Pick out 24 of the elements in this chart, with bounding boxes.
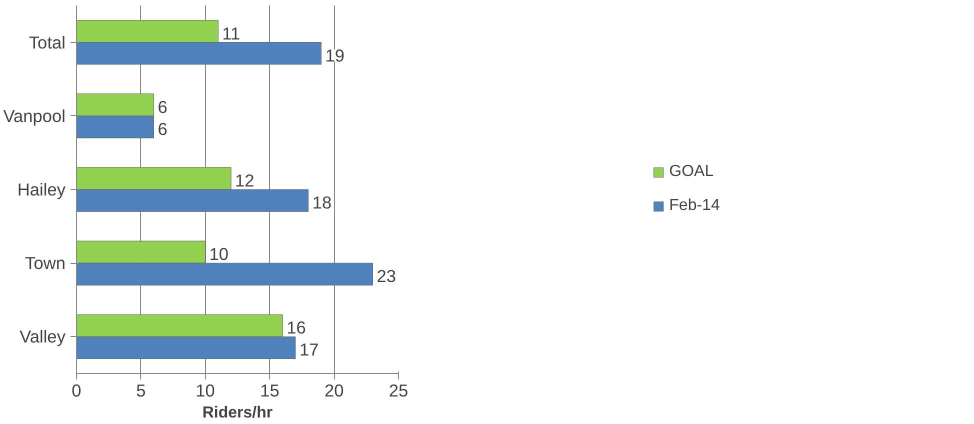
data-label: 12 bbox=[235, 170, 254, 190]
data-label: 6 bbox=[158, 96, 168, 117]
y-tick-label: Total bbox=[28, 32, 66, 52]
data-label: 16 bbox=[286, 318, 306, 338]
x-tick-label: 0 bbox=[72, 380, 82, 400]
data-label: 11 bbox=[222, 23, 240, 44]
x-tick-label: 20 bbox=[324, 380, 344, 400]
data-label: 10 bbox=[209, 244, 229, 264]
y-tick-label: Valley bbox=[20, 326, 66, 347]
x-tick-label: 10 bbox=[196, 380, 215, 400]
y-tick-label: Vanpool bbox=[3, 106, 66, 126]
x-axis-title: Riders/hr bbox=[202, 404, 273, 422]
data-label: 18 bbox=[312, 192, 332, 213]
y-tick-label: Town bbox=[25, 253, 66, 274]
y-tick-label: Hailey bbox=[17, 180, 66, 200]
data-label: 19 bbox=[325, 45, 344, 66]
x-tick-label: 5 bbox=[136, 380, 146, 400]
legend-label: GOAL bbox=[669, 163, 714, 181]
legend-label: Feb-14 bbox=[669, 197, 720, 215]
x-tick-label: 25 bbox=[388, 380, 408, 400]
x-tick-label: 15 bbox=[260, 380, 280, 400]
data-label: 6 bbox=[158, 118, 168, 139]
data-label: 17 bbox=[299, 340, 319, 360]
data-label: 23 bbox=[376, 266, 396, 286]
